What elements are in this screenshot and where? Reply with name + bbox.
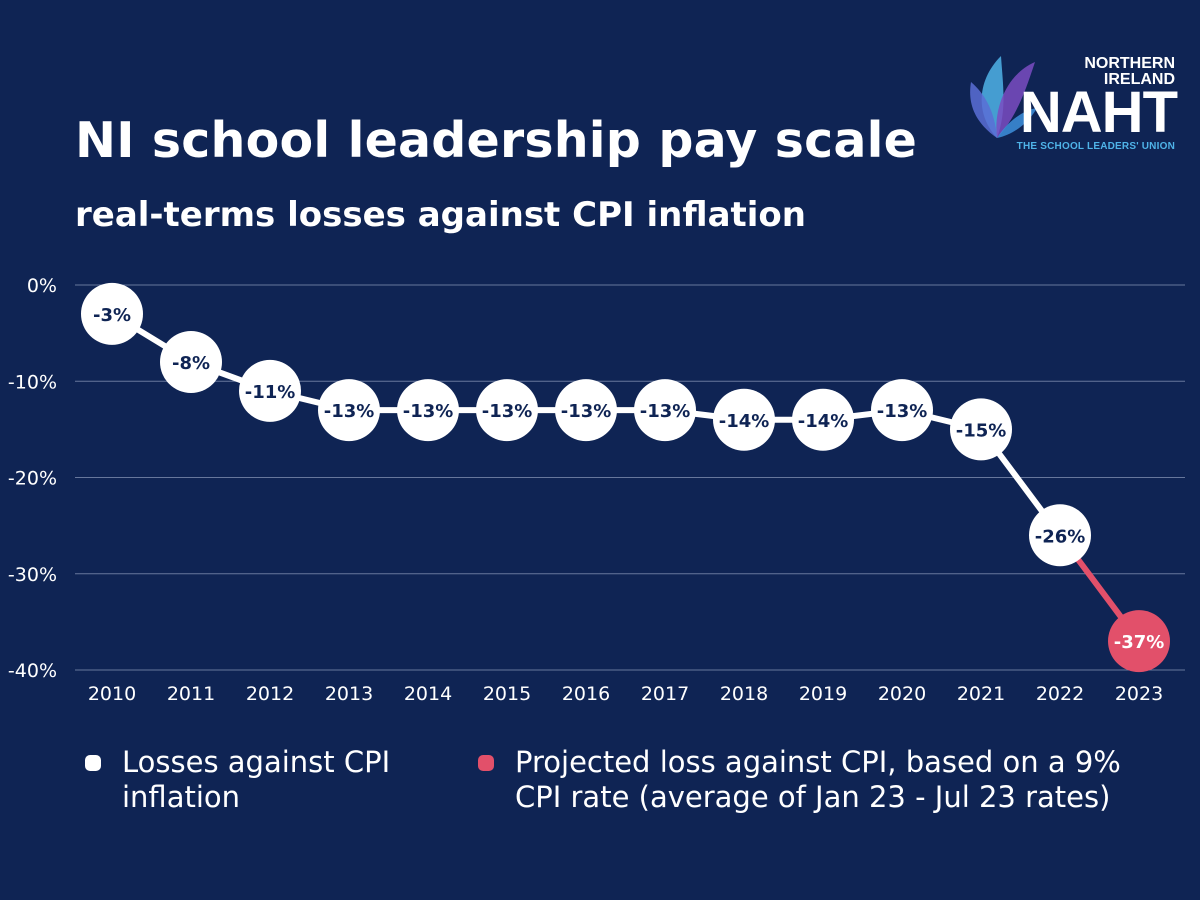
data-point [160,331,222,393]
data-point [1108,610,1170,673]
y-tick-label: -30% [8,564,57,586]
x-tick-label: 2018 [720,683,768,705]
data-point [318,379,380,442]
legend-marker-actual [85,755,101,771]
data-label: -11% [245,382,296,403]
legend-marker-projected [478,755,494,771]
x-tick-label: 2020 [878,683,926,705]
data-point [476,379,538,442]
data-label: -13% [561,401,612,422]
x-tick-label: 2017 [641,683,689,705]
data-point [1029,504,1091,567]
naht-logo: NORTHERN IRELAND NAHT THE SCHOOL LEADERS… [965,50,1178,160]
data-label: -13% [482,401,533,422]
x-tick-label: 2022 [1036,683,1084,705]
logo-tagline: THE SCHOOL LEADERS' UNION [1016,141,1175,152]
y-tick-label: -20% [8,468,57,490]
y-tick-label: -40% [8,660,57,682]
data-point [634,379,696,442]
x-tick-label: 2023 [1115,683,1163,705]
data-point [239,359,301,422]
x-tick-label: 2013 [325,683,373,705]
x-tick-label: 2010 [88,683,136,705]
data-label: -37% [1114,632,1165,653]
data-label: -13% [324,401,375,422]
y-tick-label: -10% [8,371,57,393]
data-label: -26% [1035,526,1086,547]
data-point [397,379,459,442]
data-label: -14% [719,411,770,432]
x-tick-label: 2012 [246,683,294,705]
logo-line2: IRELAND [1103,71,1175,88]
logo-line1: NORTHERN [1084,55,1175,72]
data-label: -13% [877,401,928,422]
x-tick-label: 2014 [404,683,452,705]
data-point [81,282,143,345]
x-tick-label: 2019 [799,683,847,705]
data-label: -15% [956,420,1007,441]
data-point [713,388,775,451]
data-label: -13% [640,401,691,422]
logo-name: NAHT [1019,80,1178,145]
data-label: -13% [403,401,454,422]
legend-label-projected: Projected loss against CPI, based on a 9… [515,745,1121,814]
data-label: -3% [93,305,131,326]
chart-subtitle: real-terms losses against CPI inflation [75,195,806,235]
legend-label-actual: Losses against CPI inflation [122,745,391,814]
data-point [792,388,854,451]
chart-title: NI school leadership pay scale [75,112,918,169]
x-tick-label: 2021 [957,683,1005,705]
data-label: -8% [172,353,210,374]
data-point [555,379,617,442]
data-point [871,379,933,442]
data-point [950,398,1012,461]
logo-petals-icon [970,56,1037,138]
x-tick-label: 2016 [562,683,610,705]
x-tick-label: 2015 [483,683,531,705]
logo-region: NORTHERN IRELAND [1065,56,1175,88]
data-label: -14% [798,411,849,432]
x-tick-label: 2011 [167,683,215,705]
y-tick-label: 0% [27,275,57,297]
